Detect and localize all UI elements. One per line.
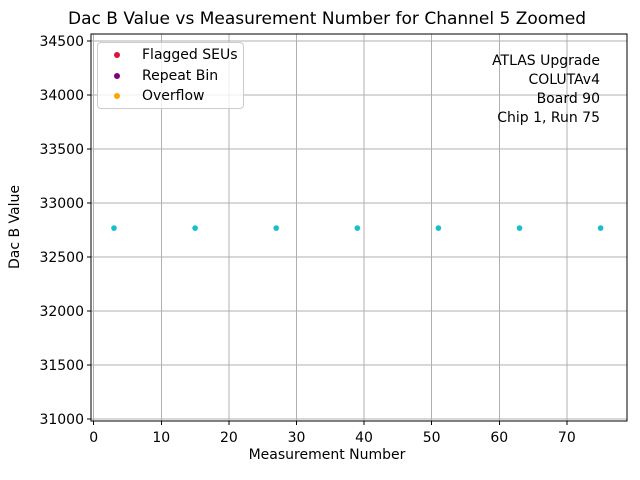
y-tick-label: 33000 [39, 196, 84, 212]
x-tick-label: 20 [220, 430, 238, 446]
legend-item-label: Overflow [142, 87, 205, 104]
data-point [354, 225, 361, 231]
annotation-text: ATLAS Upgrade COLUTAv4 Board 90 Chip 1, Run… [492, 52, 600, 128]
y-tick-label: 31500 [39, 358, 84, 374]
legend-item-2: Overflow [98, 86, 243, 106]
x-tick-label: 60 [490, 430, 508, 446]
chart-title: Dac B Value vs Measurement Number for Ch… [68, 9, 586, 29]
data-point [435, 225, 442, 231]
legend-item-label: Flagged SEUs [142, 47, 238, 64]
x-tick-label: 40 [355, 430, 373, 446]
annotation-line: COLUTAv4 [528, 72, 600, 88]
axes-spines [90, 33, 628, 422]
legend-item-1: Repeat Bin [98, 66, 243, 86]
x-tick-label: 70 [558, 430, 576, 446]
legend: Flagged SEUs Repeat Bin Overflow [97, 42, 244, 109]
data-point [192, 225, 198, 231]
x-tick-label: 30 [288, 430, 306, 446]
annotation-line: Chip 1, Run 75 [497, 110, 600, 126]
legend-marker-dot-icon [114, 92, 120, 99]
legend-marker-dot-icon [114, 52, 120, 59]
legend-item-0: Flagged SEUs [98, 45, 243, 65]
y-tick-label: 31000 [39, 412, 84, 428]
annotation-line: Board 90 [536, 91, 600, 107]
y-tick-label: 33500 [39, 142, 84, 158]
data-point [597, 225, 604, 231]
data-point [516, 225, 523, 231]
x-tick-label: 0 [89, 430, 98, 446]
x-tick-label: 10 [152, 430, 170, 446]
x-tick-label: 50 [423, 430, 441, 446]
y-tick-label: 34500 [39, 34, 84, 50]
legend-item-label: Repeat Bin [142, 67, 219, 84]
data-point [273, 225, 280, 231]
data-point [111, 225, 117, 231]
legend-marker-dot-icon [114, 72, 120, 79]
y-axis-label: Dac B Value [7, 184, 23, 270]
y-tick-label: 32500 [39, 250, 84, 266]
annotation-line: ATLAS Upgrade [492, 53, 600, 69]
y-tick-label: 34000 [39, 88, 84, 104]
x-axis-label: Measurement Number [248, 447, 406, 463]
y-tick-label: 32000 [39, 304, 84, 320]
